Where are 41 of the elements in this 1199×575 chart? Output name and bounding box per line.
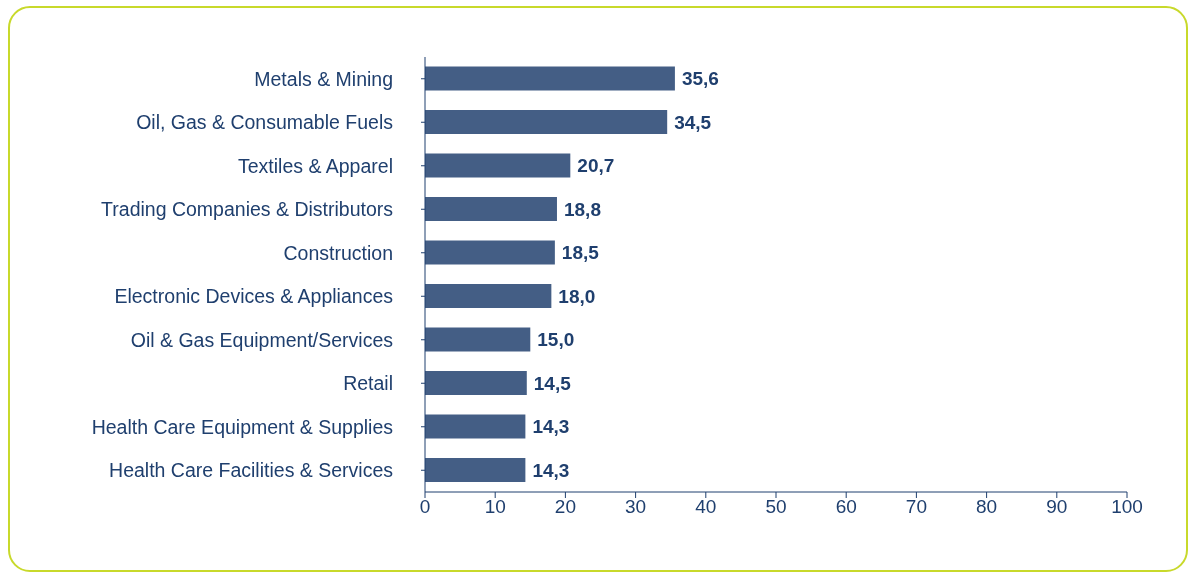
x-tick-label: 60 (835, 496, 857, 518)
x-tick-label: 50 (765, 496, 787, 518)
bar (425, 414, 526, 439)
bar (425, 327, 531, 352)
data-label: 14,3 (532, 459, 570, 481)
data-label: 35,6 (681, 68, 719, 90)
x-tick-label: 100 (1111, 496, 1143, 518)
x-tick-label: 30 (625, 496, 647, 518)
data-label: 15,0 (537, 329, 575, 351)
data-label: 18,0 (558, 285, 596, 307)
data-label: 14,5 (533, 372, 572, 394)
data-label: 18,5 (561, 242, 600, 264)
bar (425, 197, 557, 222)
x-tick-label: 90 (1046, 496, 1068, 518)
y-tick-label: Oil & Gas Equipment/Services (130, 328, 394, 351)
bar (425, 284, 552, 309)
x-tick-label: 80 (976, 496, 998, 518)
y-tick-label: Electronic Devices & Appliances (114, 285, 394, 308)
y-tick-label: Health Care Facilities & Services (109, 459, 394, 482)
y-tick-label: Trading Companies & Distributors (101, 198, 394, 221)
y-tick-label: Construction (283, 241, 393, 264)
bar (425, 66, 675, 91)
y-tick-label: Metals & Mining (254, 67, 393, 90)
bar (425, 240, 555, 265)
x-tick-label: 20 (554, 496, 576, 518)
y-tick-label: Oil, Gas & Consumable Fuels (136, 111, 394, 134)
x-tick-label: 70 (905, 496, 927, 518)
y-tick-label: Textiles & Apparel (237, 154, 393, 177)
x-tick-label: 10 (484, 496, 506, 518)
y-tick-label: Retail (343, 372, 393, 395)
data-label: 20,7 (577, 155, 615, 177)
bar (425, 458, 526, 483)
bar (425, 153, 571, 178)
x-tick-label: 0 (419, 496, 431, 518)
data-label: 14,3 (532, 416, 570, 438)
data-label: 18,8 (563, 198, 601, 220)
bar (425, 371, 527, 396)
bar (425, 110, 668, 135)
data-label: 34,5 (674, 111, 712, 133)
y-tick-label: Health Care Equipment & Supplies (91, 415, 394, 438)
x-tick-label: 40 (695, 496, 717, 518)
